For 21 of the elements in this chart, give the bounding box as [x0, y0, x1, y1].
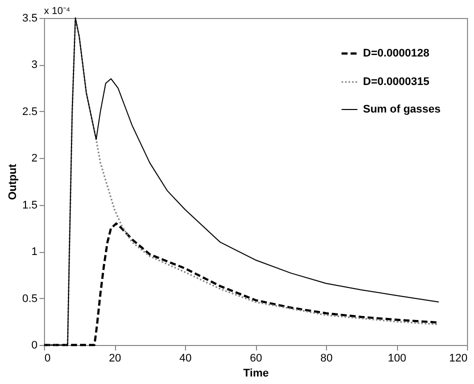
- x-tick-label: 20: [108, 352, 122, 364]
- y-tick-label: 3.5: [22, 12, 38, 24]
- legend-label: D=0.0000128: [363, 48, 430, 60]
- x-tick-label: 0: [44, 352, 51, 364]
- y-tick-label: 3: [31, 59, 38, 72]
- y-tick-label: 1: [31, 246, 38, 258]
- text: x 10⁻⁴: [44, 6, 70, 17]
- x-axis-title: Time: [243, 368, 269, 380]
- x-tick-label: 80: [320, 352, 333, 364]
- y-tick-label: 0: [31, 340, 38, 352]
- y-tick-label: 2: [31, 152, 38, 165]
- x-tick-label: 120: [449, 352, 468, 364]
- legend-label: Sum of gasses: [363, 104, 441, 116]
- x-tick-label: 40: [179, 352, 192, 364]
- y-tick-label: 1.5: [22, 199, 38, 212]
- legend-label: D=0.0000315: [363, 76, 430, 88]
- y-tick-label: 0.5: [22, 292, 38, 305]
- y-axis-title: Output: [7, 164, 20, 200]
- x-tick-label: 100: [388, 352, 406, 364]
- y-tick-label: 2.5: [22, 106, 38, 118]
- x-tick-label: 60: [250, 352, 262, 364]
